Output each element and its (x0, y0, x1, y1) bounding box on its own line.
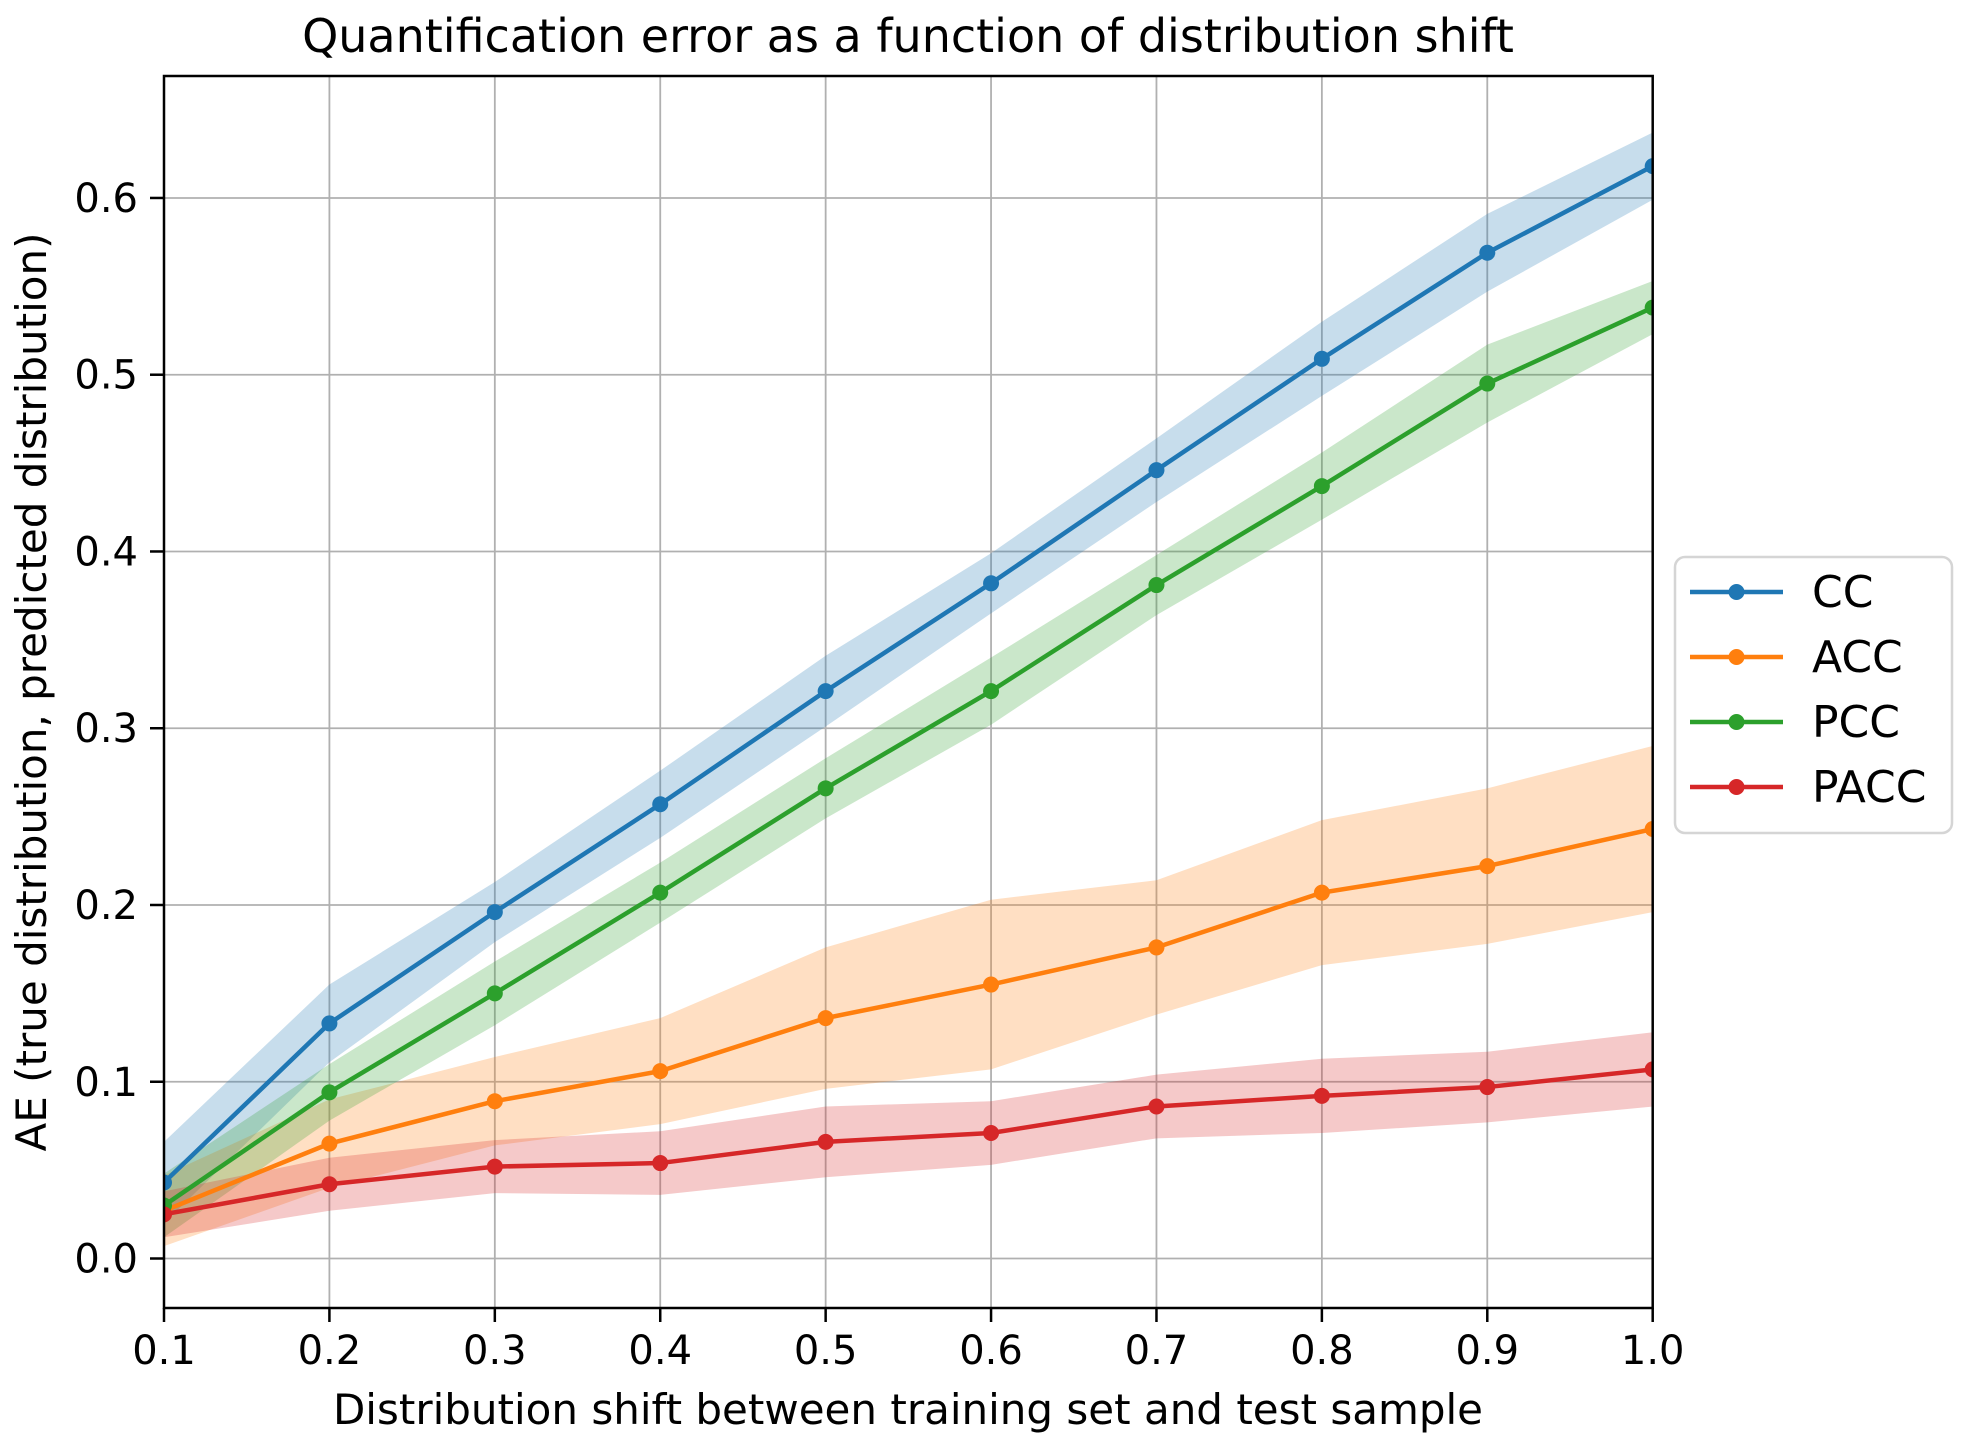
marker-acc (1644, 820, 1653, 837)
line-cc (164, 163, 1653, 1185)
x-tick-label: 0.7 (1125, 1328, 1189, 1374)
legend-item-cc: CC (1690, 567, 1873, 618)
x-tick-label: 0.1 (132, 1328, 196, 1374)
legend-item-acc: ACC (1690, 632, 1903, 683)
marker-pacc (652, 1155, 669, 1172)
marker-cc (1313, 350, 1330, 367)
marker-pacc (164, 1206, 172, 1223)
confidence-bands (164, 132, 1653, 1247)
legend-marker-icon (1728, 649, 1745, 665)
legend-label: CC (1812, 567, 1873, 618)
y-tick-label: 0.5 (74, 353, 138, 399)
marker-cc (817, 683, 834, 700)
marker-pcc (983, 683, 1000, 700)
marker-pacc (1313, 1087, 1330, 1104)
legend-item-pcc: PCC (1690, 697, 1900, 748)
line-pcc (164, 305, 1653, 1208)
y-axis-label: AE (true distribution, predicted distrib… (7, 233, 56, 1152)
y-tick-label: 0.1 (74, 1060, 138, 1106)
marker-pcc (1644, 299, 1653, 316)
y-tick-label: 0.0 (74, 1237, 138, 1283)
marker-pcc (652, 884, 669, 901)
band-pacc (164, 1032, 1653, 1238)
legend-label: ACC (1812, 632, 1903, 683)
y-tick-label: 0.4 (74, 529, 138, 575)
tick-marks (150, 196, 1654, 1322)
marker-acc (817, 1010, 834, 1027)
plot-area (164, 76, 1653, 1308)
marker-acc (486, 1093, 503, 1110)
legend-marker-icon (1728, 714, 1745, 730)
legend-marker-icon (1728, 584, 1745, 600)
marker-cc (1644, 158, 1653, 175)
marker-pacc (1479, 1079, 1496, 1096)
x-tick-label: 0.3 (463, 1328, 527, 1374)
marker-acc (1479, 858, 1496, 875)
x-tick-label: 0.2 (298, 1328, 362, 1374)
y-tick-label: 0.3 (74, 706, 138, 752)
band-pcc (164, 281, 1653, 1238)
line-pacc (164, 1067, 1653, 1217)
marker-pacc (486, 1158, 503, 1175)
marker-pacc (983, 1125, 1000, 1142)
marker-cc (1148, 462, 1165, 479)
x-tick-label: 0.9 (1455, 1328, 1519, 1374)
x-axis-label: Distribution shift between training set … (333, 1385, 1483, 1434)
legend-box (1673, 555, 1954, 835)
chart-title: Quantification error as a function of di… (302, 9, 1514, 63)
marker-acc (652, 1063, 669, 1080)
line-acc (164, 826, 1653, 1214)
y-tick-label: 0.2 (74, 883, 138, 929)
marker-pacc (817, 1133, 834, 1150)
marker-cc (164, 1174, 172, 1191)
axes-spines (162, 74, 1654, 1310)
legend-label: PACC (1812, 762, 1927, 813)
x-tick-label: 0.4 (628, 1328, 692, 1374)
x-tick-label: 1.0 (1621, 1328, 1685, 1374)
marker-acc (983, 976, 1000, 993)
marker-pacc (1148, 1098, 1165, 1115)
marker-cc (983, 575, 1000, 592)
marker-pacc (1644, 1061, 1653, 1078)
x-tick-label: 0.5 (794, 1328, 858, 1374)
marker-cc (1479, 244, 1496, 261)
marker-pcc (321, 1084, 338, 1101)
marker-acc (321, 1135, 338, 1152)
series-lines (164, 158, 1653, 1223)
y-tick-label: 0.6 (74, 176, 138, 222)
marker-pacc (321, 1176, 338, 1193)
band-acc (164, 745, 1653, 1247)
marker-cc (321, 1015, 338, 1032)
legend-marker-icon (1728, 779, 1745, 795)
marker-acc (1313, 884, 1330, 901)
x-tick-label: 0.8 (1290, 1328, 1354, 1374)
marker-pcc (1313, 478, 1330, 495)
tick-labels: 0.1 0.2 0.3 0.4 0.5 0.6 0.7 0.8 0.9 1.0 0.0 0.1 0.2 0… (74, 176, 1684, 1374)
marker-pcc (486, 985, 503, 1002)
marker-pcc (817, 780, 834, 797)
legend-label: PCC (1812, 697, 1900, 748)
legend-item-pacc: PACC (1690, 762, 1927, 813)
x-tick-label: 0.6 (959, 1328, 1023, 1374)
marker-acc (1148, 939, 1165, 956)
legend: CC ACC PCC PACC (1673, 555, 1954, 835)
marker-cc (486, 904, 503, 921)
band-cc (164, 132, 1653, 1224)
marker-cc (652, 796, 669, 813)
marker-pcc (1479, 375, 1496, 392)
marker-pcc (1148, 577, 1165, 594)
